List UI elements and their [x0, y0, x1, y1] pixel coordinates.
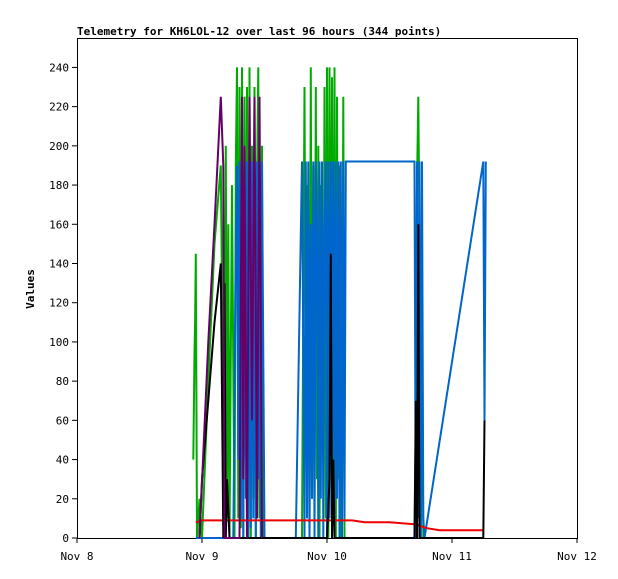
x-tick-label: Nov 11: [432, 550, 472, 563]
y-tick-label: 100: [49, 336, 69, 349]
y-tick-label: 240: [49, 61, 69, 74]
y-tick-label: 220: [49, 101, 69, 114]
y-tick-label: 60: [56, 414, 69, 427]
series-line-5: [198, 96, 263, 539]
y-tick-label: 20: [56, 493, 69, 506]
x-axis: Nov 8 Nov 9 Nov 10 Nov 11 Nov 12: [60, 538, 597, 563]
y-axis-title: Values: [24, 269, 37, 309]
y-tick-label: 180: [49, 179, 69, 192]
x-tick-label: Nov 10: [307, 550, 347, 563]
chart-title: Telemetry for KH6LOL-12 over last 96 hou…: [77, 25, 441, 38]
x-tick-label: Nov 8: [60, 550, 93, 563]
y-tick-label: 140: [49, 257, 69, 270]
x-tick-label: Nov 9: [185, 550, 218, 563]
y-tick-label: 160: [49, 218, 69, 231]
y-tick-label: 120: [49, 297, 69, 310]
y-tick-label: 200: [49, 140, 69, 153]
series-layer: [192, 67, 487, 539]
y-tick-label: 0: [62, 532, 69, 545]
y-axis: 0 20 40 60 80 100 120 140 160 180 200 220 240: [49, 61, 77, 545]
y-tick-label: 80: [56, 375, 69, 388]
x-tick-label: Nov 12: [557, 550, 597, 563]
y-tick-label: 40: [56, 454, 69, 467]
